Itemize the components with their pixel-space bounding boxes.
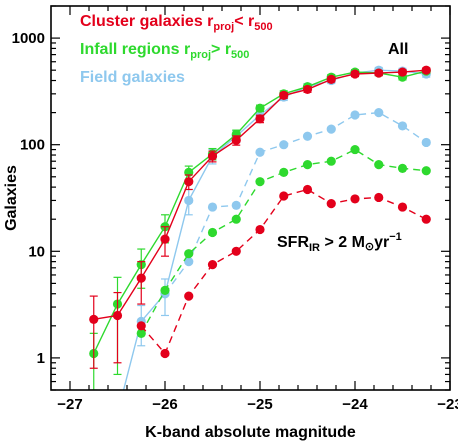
series-field_sfr: [160, 108, 431, 299]
data-point: [184, 257, 194, 267]
data-point: [302, 131, 313, 141]
data-point: [421, 166, 431, 176]
data-point: [350, 144, 360, 155]
data-point: [397, 202, 408, 212]
series-cluster_sfr: [136, 184, 431, 359]
data-point: [326, 199, 336, 209]
data-point: [302, 84, 313, 95]
data-point: [279, 167, 289, 177]
x-tick-label: −25: [247, 396, 272, 413]
legend-entry-infall: Infall regions rproj> r500: [80, 41, 249, 61]
plot-frame: [50, 5, 451, 391]
data-point: [112, 310, 123, 321]
data-point: [279, 140, 289, 150]
y-tick-label: 1: [37, 350, 45, 367]
legend-entry-cluster: Cluster galaxies rproj< r500: [80, 13, 273, 33]
data-point: [302, 160, 313, 170]
data-point: [255, 177, 265, 187]
data-point: [136, 328, 146, 338]
data-point: [279, 90, 289, 101]
annotation-all: All: [388, 41, 408, 58]
data-point: [374, 192, 384, 203]
data-point: [350, 194, 360, 204]
data-point: [326, 156, 336, 166]
data-point: [397, 121, 408, 131]
data-point: [421, 137, 431, 148]
data-point: [255, 114, 265, 124]
x-tick-label: −24: [342, 396, 368, 413]
y-tick-label: 1000: [12, 30, 45, 47]
data-point: [374, 68, 384, 78]
series-line: [164, 111, 427, 295]
x-axis-label: K-band absolute magnitude: [145, 424, 356, 441]
data-point: [421, 214, 431, 224]
series-group: [89, 65, 431, 390]
x-tick-label: −23: [437, 396, 458, 413]
data-point: [350, 110, 360, 120]
data-point: [397, 67, 408, 77]
data-point: [279, 191, 289, 201]
series-line: [140, 188, 427, 355]
data-point: [231, 246, 241, 256]
data-point: [136, 273, 146, 283]
data-point: [89, 314, 99, 324]
data-point: [136, 321, 146, 331]
y-tick-label: 10: [28, 243, 45, 260]
data-point: [207, 151, 218, 161]
data-point: [160, 234, 170, 244]
data-point: [231, 135, 241, 145]
y-tick-label: 100: [20, 137, 45, 154]
data-point: [184, 291, 194, 301]
data-point: [160, 285, 170, 295]
series-cluster_all: [89, 65, 431, 369]
plot-layer: [89, 65, 431, 390]
x-tick-label: −26: [152, 396, 177, 413]
data-point: [207, 260, 218, 270]
data-point: [397, 163, 408, 173]
data-point: [326, 74, 336, 84]
ticks-layer: −27 −26 −25 −24 −23 1 10 100 1000: [12, 5, 458, 413]
data-point: [255, 103, 265, 113]
data-point: [374, 108, 384, 118]
data-point: [350, 69, 360, 79]
data-point: [207, 202, 218, 212]
data-point: [184, 195, 194, 206]
data-point: [326, 124, 336, 134]
legend-entry-field: Field galaxies: [80, 69, 185, 86]
data-point: [374, 160, 384, 170]
annotation-sfr-cut: SFRIR > 2 M⊙yr−1: [277, 231, 402, 254]
legend: Cluster galaxies rproj< r500 Infall regi…: [80, 13, 273, 86]
data-point: [207, 227, 218, 238]
data-point: [421, 65, 431, 75]
data-point: [231, 214, 241, 224]
data-point: [184, 177, 194, 187]
data-point: [302, 184, 313, 195]
data-point: [255, 147, 265, 157]
data-point: [184, 249, 194, 259]
data-point: [255, 224, 265, 235]
y-axis-label: Galaxies: [3, 165, 20, 231]
data-point: [231, 200, 241, 210]
series-infall_sfr: [136, 144, 431, 338]
x-tick-label: −27: [57, 396, 82, 413]
data-point: [160, 348, 170, 359]
